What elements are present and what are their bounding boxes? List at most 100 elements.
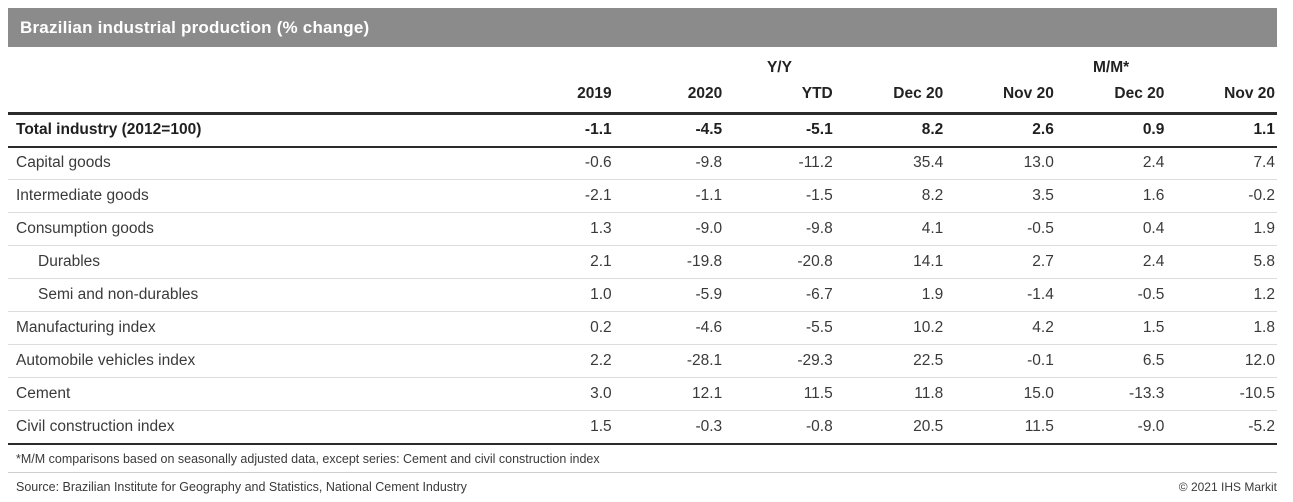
table-row: Automobile vehicles index 2.2 -28.1 -29.… [8, 345, 1277, 378]
cell-value: 4.2 [1032, 319, 1054, 336]
group-header-yy: Y/Y [766, 59, 792, 76]
cell-value: -4.6 [695, 319, 723, 336]
cell-value: 7.4 [1253, 154, 1275, 172]
table-row: Civil construction index 1.5 -0.3 -0.8 2… [8, 411, 1277, 444]
cell-value: 20.5 [913, 417, 944, 435]
cell-value: -1.1 [584, 121, 612, 139]
cell-value: -20.8 [797, 253, 833, 270]
column-header-2019: 2019 [503, 79, 614, 115]
column-header-yy-nov20: Nov 20 [945, 79, 1056, 115]
cell-value: 0.2 [590, 319, 612, 336]
row-label: Manufacturing index [16, 319, 156, 336]
row-label: Cement [16, 385, 71, 402]
cell-value: 1.5 [1142, 319, 1165, 336]
table-row: Cement 3.0 12.1 11.5 11.8 15.0 -13.3 -10… [8, 378, 1277, 411]
group-header-spacer [8, 55, 503, 79]
table-row: Total industry (2012=100) -1.1 -4.5 -5.1… [8, 114, 1277, 147]
row-label: Automobile vehicles index [16, 352, 196, 369]
column-header-yy-dec20: Dec 20 [834, 79, 946, 115]
column-header-mm-dec20: Dec 20 [1055, 79, 1167, 115]
cell-value: 2.4 [1142, 154, 1165, 172]
group-header-row: Y/Y M/M* [8, 55, 1277, 79]
cell-value: 12.1 [692, 385, 723, 402]
cell-value: 3.5 [1032, 187, 1054, 204]
cell-value: -29.3 [797, 352, 833, 369]
cell-value: 12.0 [1244, 352, 1275, 369]
row-label: Capital goods [16, 154, 111, 172]
cell-value: -9.8 [806, 220, 833, 237]
group-header-spacer [945, 55, 1056, 79]
row-label: Civil construction index [16, 417, 175, 435]
cell-value: -0.2 [1248, 187, 1275, 204]
cell-value: 0.9 [1142, 121, 1165, 139]
cell-value: 1.2 [1253, 286, 1275, 303]
table-row: Manufacturing index 0.2 -4.6 -5.5 10.2 4… [8, 312, 1277, 345]
cell-value: -4.5 [695, 121, 723, 139]
column-header-blank [8, 79, 504, 115]
cell-value: 8.2 [921, 187, 944, 204]
group-header-spacer [614, 55, 725, 79]
group-header-spacer [1166, 55, 1277, 79]
row-label: Semi and non-durables [38, 286, 199, 303]
table-row: Semi and non-durables 1.0 -5.9 -6.7 1.9 … [8, 279, 1277, 312]
cell-value: 1.5 [590, 417, 612, 435]
cell-value: 1.1 [1253, 121, 1275, 139]
group-header-spacer [503, 55, 614, 79]
cell-value: -5.2 [1248, 417, 1275, 435]
cell-value: -0.5 [1137, 286, 1165, 303]
row-label: Total industry (2012=100) [16, 121, 202, 139]
cell-value: 2.4 [1142, 253, 1165, 270]
footnote: *M/M comparisons based on seasonally adj… [16, 451, 600, 466]
cell-value: -0.1 [1027, 352, 1054, 369]
row-label: Consumption goods [16, 220, 154, 237]
column-header-mm-nov20: Nov 20 [1166, 79, 1277, 115]
cell-value: -13.3 [1129, 385, 1165, 402]
cell-value: -1.1 [695, 187, 723, 204]
column-header-row: 2019 2020 YTD Dec 20 Nov 20 Dec 20 Nov 2… [8, 79, 1277, 115]
cell-value: 13.0 [1023, 154, 1054, 172]
cell-value: -1.5 [806, 187, 833, 204]
cell-value: -2.1 [584, 187, 612, 204]
cell-value: 22.5 [913, 352, 944, 369]
cell-value: 1.9 [921, 286, 944, 303]
cell-value: 5.8 [1253, 253, 1275, 270]
cell-value: -11.2 [798, 154, 833, 172]
cell-value: -5.5 [806, 319, 833, 336]
table-row: Consumption goods 1.3 -9.0 -9.8 4.1 -0.5… [8, 213, 1277, 246]
column-header-ytd: YTD [724, 79, 835, 115]
row-label: Durables [38, 253, 101, 270]
cell-value: 2.1 [590, 253, 612, 270]
cell-value: 0.4 [1142, 220, 1165, 237]
cell-value: -0.6 [584, 154, 612, 172]
cell-value: 1.3 [590, 220, 612, 237]
cell-value: 4.1 [921, 220, 944, 237]
cell-value: 14.1 [913, 253, 944, 270]
cell-value: -5.1 [806, 121, 833, 139]
cell-value: -0.5 [1027, 220, 1054, 237]
cell-value: 1.8 [1253, 319, 1275, 336]
cell-value: 11.5 [1024, 417, 1054, 435]
table-row: Capital goods -0.6 -9.8 -11.2 35.4 13.0 … [8, 147, 1277, 180]
cell-value: 10.2 [913, 319, 944, 336]
cell-value: 11.8 [914, 385, 944, 402]
cell-value: 2.6 [1032, 121, 1054, 139]
cell-value: -5.9 [695, 286, 723, 303]
group-header-spacer [835, 55, 946, 79]
cell-value: 1.9 [1253, 220, 1275, 237]
column-header-2020: 2020 [613, 79, 725, 115]
cell-value: -19.8 [686, 253, 723, 270]
cell-value: 15.0 [1023, 385, 1054, 402]
cell-value: 11.5 [803, 385, 833, 402]
row-label: Intermediate goods [16, 187, 149, 204]
cell-value: 1.0 [590, 286, 612, 303]
cell-value: -6.7 [806, 286, 833, 303]
table-title: Brazilian industrial production (% chang… [8, 8, 1277, 47]
cell-value: -9.0 [695, 220, 723, 237]
source-row: Source: Brazilian Institute for Geograph… [8, 471, 1277, 494]
cell-value: 8.2 [921, 121, 944, 139]
cell-value: -9.0 [1137, 417, 1165, 435]
cell-value: 3.0 [590, 385, 612, 402]
cell-value: -0.8 [806, 417, 833, 435]
cell-value: 6.5 [1142, 352, 1165, 369]
